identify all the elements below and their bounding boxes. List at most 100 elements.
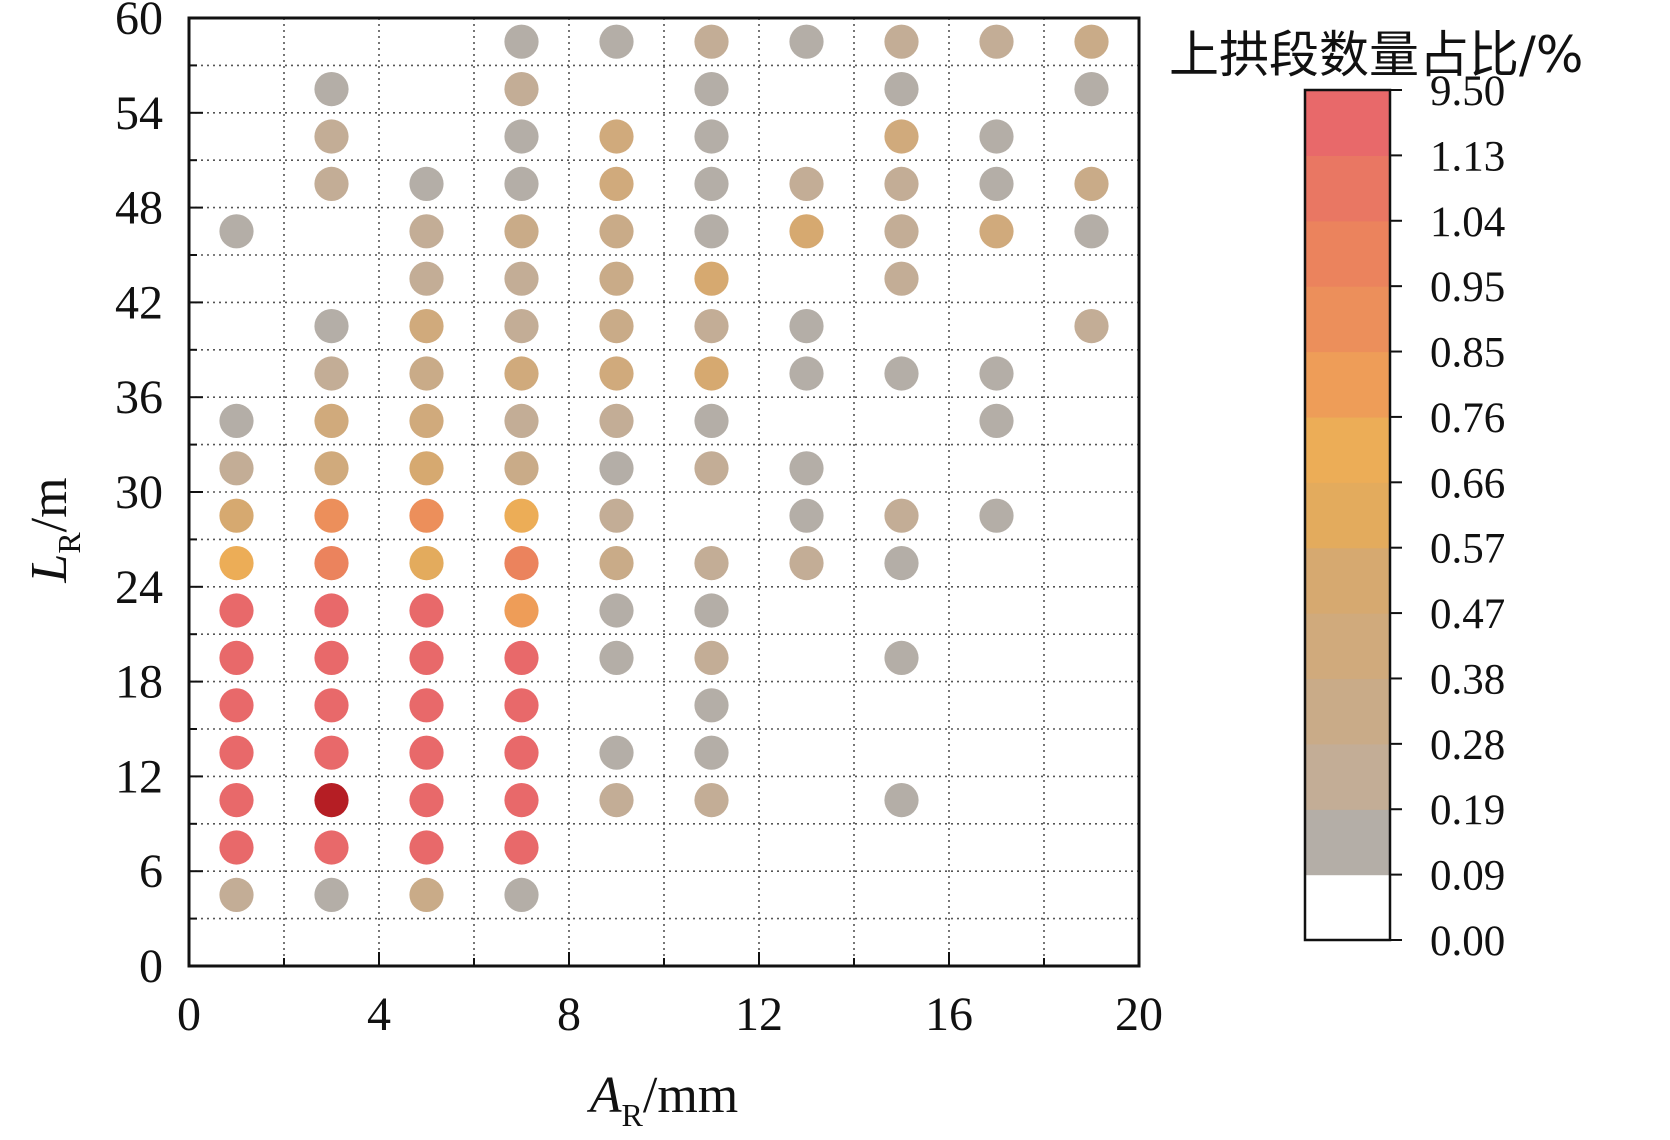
data-point bbox=[694, 546, 729, 581]
colorbar-label: 0.09 bbox=[1430, 853, 1505, 900]
colorbar-segment bbox=[1305, 547, 1390, 614]
data-point bbox=[979, 498, 1014, 533]
data-point bbox=[694, 119, 729, 154]
data-point bbox=[694, 24, 729, 59]
data-point bbox=[504, 403, 539, 438]
data-point bbox=[219, 403, 254, 438]
data-point bbox=[694, 166, 729, 201]
data-point bbox=[884, 119, 919, 154]
data-point bbox=[979, 356, 1014, 391]
x-tick-label: 12 bbox=[735, 988, 783, 1041]
data-point bbox=[409, 593, 444, 628]
colorbar-label: 0.95 bbox=[1430, 264, 1505, 311]
data-point bbox=[409, 783, 444, 818]
data-point bbox=[1074, 24, 1109, 59]
colorbar-segment bbox=[1305, 286, 1390, 353]
data-point bbox=[409, 830, 444, 865]
data-point bbox=[1074, 72, 1109, 107]
data-point bbox=[409, 451, 444, 486]
y-tick-label: 30 bbox=[115, 466, 163, 519]
data-point bbox=[789, 309, 824, 344]
data-point bbox=[884, 166, 919, 201]
grid-lines bbox=[189, 18, 1139, 966]
data-point bbox=[599, 783, 634, 818]
data-point bbox=[599, 309, 634, 344]
data-point bbox=[599, 356, 634, 391]
data-point bbox=[694, 783, 729, 818]
data-point bbox=[504, 830, 539, 865]
y-tick-label: 42 bbox=[115, 276, 163, 329]
data-point bbox=[694, 214, 729, 249]
data-point bbox=[314, 166, 349, 201]
data-point bbox=[599, 119, 634, 154]
data-point bbox=[504, 593, 539, 628]
x-tick-label: 20 bbox=[1115, 988, 1163, 1041]
data-point bbox=[219, 783, 254, 818]
data-point bbox=[504, 498, 539, 533]
data-point bbox=[694, 593, 729, 628]
data-point bbox=[219, 546, 254, 581]
data-point bbox=[409, 166, 444, 201]
x-axis-title: AR/mm bbox=[587, 1067, 738, 1133]
data-point bbox=[694, 356, 729, 391]
data-point bbox=[504, 735, 539, 770]
data-point bbox=[504, 24, 539, 59]
data-point bbox=[694, 688, 729, 723]
data-point bbox=[314, 830, 349, 865]
data-point bbox=[314, 309, 349, 344]
data-point bbox=[694, 451, 729, 486]
data-point bbox=[314, 735, 349, 770]
colorbar-label: 0.85 bbox=[1430, 330, 1505, 377]
x-tick-label: 0 bbox=[177, 988, 201, 1041]
data-point bbox=[599, 640, 634, 676]
data-point bbox=[314, 783, 349, 818]
colorbar-label: 0.57 bbox=[1430, 526, 1505, 573]
data-point bbox=[884, 72, 919, 107]
data-point bbox=[504, 451, 539, 486]
y-tick-label: 6 bbox=[139, 845, 163, 898]
colorbar-label: 1.04 bbox=[1430, 199, 1505, 246]
colorbar-label: 0.28 bbox=[1430, 722, 1505, 769]
data-point bbox=[409, 498, 444, 533]
data-point bbox=[409, 261, 444, 296]
data-point bbox=[694, 403, 729, 438]
data-point bbox=[504, 261, 539, 296]
colorbar: 0.00 0.09 0.19 0.28 0.38 0.47 0.57 0.66 0.76 0.85… bbox=[1303, 68, 1505, 965]
data-point bbox=[694, 72, 729, 107]
data-point bbox=[694, 735, 729, 770]
y-tick-label: 18 bbox=[115, 656, 163, 709]
data-point bbox=[219, 593, 254, 628]
colorbar-segment bbox=[1305, 874, 1390, 941]
data-point bbox=[314, 119, 349, 154]
data-point bbox=[979, 214, 1014, 249]
colorbar-segment bbox=[1305, 351, 1390, 418]
colorbar-segment bbox=[1305, 678, 1390, 745]
colorbar-segment bbox=[1305, 482, 1390, 549]
data-point bbox=[219, 877, 254, 913]
data-point bbox=[599, 593, 634, 628]
data-point bbox=[504, 309, 539, 344]
data-point bbox=[314, 546, 349, 581]
data-point bbox=[789, 166, 824, 201]
data-point bbox=[1074, 309, 1109, 344]
data-point bbox=[409, 546, 444, 581]
data-point bbox=[504, 688, 539, 723]
y-tick-label: 54 bbox=[115, 87, 163, 140]
data-point bbox=[409, 877, 444, 913]
data-point bbox=[789, 498, 824, 533]
x-tick-label: 8 bbox=[557, 988, 581, 1041]
data-point bbox=[219, 451, 254, 486]
data-point bbox=[219, 830, 254, 865]
data-point bbox=[504, 214, 539, 249]
data-point bbox=[979, 24, 1014, 59]
data-point bbox=[504, 783, 539, 818]
y-tick-label: 60 bbox=[115, 0, 163, 45]
data-point bbox=[409, 356, 444, 391]
data-point bbox=[219, 214, 254, 249]
data-point bbox=[789, 356, 824, 391]
data-point bbox=[314, 877, 349, 913]
data-point bbox=[599, 214, 634, 249]
data-point bbox=[694, 640, 729, 676]
data-point bbox=[219, 640, 254, 676]
